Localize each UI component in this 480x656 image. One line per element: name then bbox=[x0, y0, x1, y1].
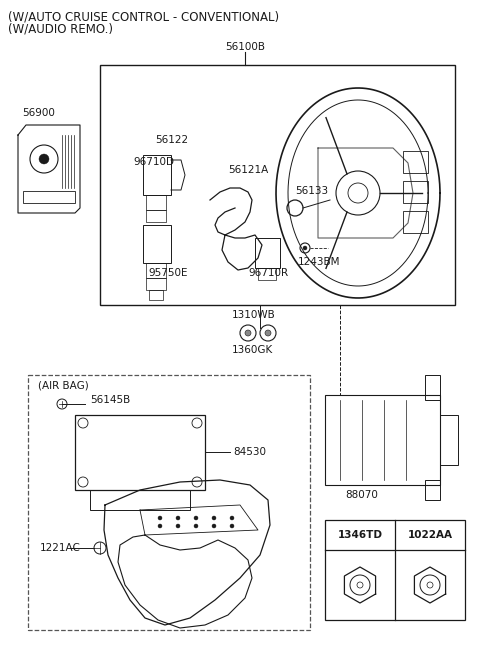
Circle shape bbox=[176, 516, 180, 520]
Text: 56133: 56133 bbox=[295, 186, 328, 196]
Bar bbox=[425, 480, 440, 500]
Text: 96710D: 96710D bbox=[133, 157, 174, 167]
Bar bbox=[258, 268, 276, 280]
Text: (AIR BAG): (AIR BAG) bbox=[38, 380, 89, 390]
Text: 56121A: 56121A bbox=[228, 165, 268, 175]
Bar bbox=[440, 415, 458, 465]
Text: 56145B: 56145B bbox=[90, 395, 130, 405]
Text: 1360GK: 1360GK bbox=[232, 345, 273, 355]
Bar bbox=[403, 151, 428, 173]
Text: 95750E: 95750E bbox=[148, 268, 188, 278]
Bar bbox=[146, 195, 166, 210]
Bar bbox=[325, 520, 465, 620]
Bar bbox=[403, 211, 428, 233]
Bar bbox=[143, 225, 171, 263]
Bar bbox=[146, 263, 166, 278]
Circle shape bbox=[212, 516, 216, 520]
Circle shape bbox=[245, 330, 251, 336]
Circle shape bbox=[303, 246, 307, 250]
Bar bbox=[28, 375, 310, 630]
Bar bbox=[146, 210, 166, 222]
Bar bbox=[255, 238, 280, 268]
Bar bbox=[425, 375, 440, 400]
Text: 56900: 56900 bbox=[22, 108, 55, 118]
Text: 56122: 56122 bbox=[155, 135, 188, 145]
Circle shape bbox=[212, 524, 216, 528]
Bar bbox=[90, 490, 190, 510]
Circle shape bbox=[158, 524, 162, 528]
Text: 1243BM: 1243BM bbox=[298, 257, 340, 267]
Bar bbox=[75, 415, 205, 490]
Circle shape bbox=[194, 524, 198, 528]
Circle shape bbox=[230, 524, 234, 528]
Text: 96710R: 96710R bbox=[248, 268, 288, 278]
Bar bbox=[100, 65, 455, 305]
Circle shape bbox=[230, 516, 234, 520]
Circle shape bbox=[158, 516, 162, 520]
Circle shape bbox=[39, 154, 49, 164]
Text: 1310WB: 1310WB bbox=[232, 310, 276, 320]
Text: 84530: 84530 bbox=[233, 447, 266, 457]
Circle shape bbox=[265, 330, 271, 336]
Text: 1346TD: 1346TD bbox=[337, 530, 383, 540]
Text: 1221AC: 1221AC bbox=[40, 543, 81, 553]
Text: 56100B: 56100B bbox=[225, 42, 265, 52]
Text: 1022AA: 1022AA bbox=[408, 530, 453, 540]
Bar bbox=[325, 395, 440, 485]
Bar bbox=[149, 290, 163, 300]
Circle shape bbox=[194, 516, 198, 520]
Circle shape bbox=[176, 524, 180, 528]
Bar bbox=[23, 191, 75, 203]
Bar bbox=[143, 155, 171, 195]
Bar bbox=[146, 278, 166, 290]
Text: (W/AUDIO REMO.): (W/AUDIO REMO.) bbox=[8, 23, 113, 36]
Text: 88070: 88070 bbox=[345, 490, 378, 500]
Text: (W/AUTO CRUISE CONTROL - CONVENTIONAL): (W/AUTO CRUISE CONTROL - CONVENTIONAL) bbox=[8, 10, 279, 23]
Bar bbox=[403, 181, 428, 203]
